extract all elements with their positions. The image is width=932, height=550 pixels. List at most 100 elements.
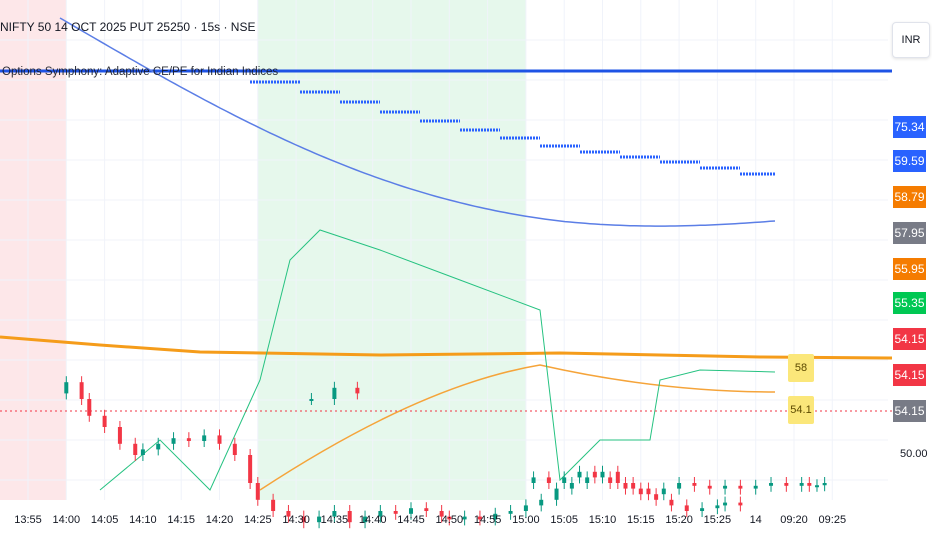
candle-body [799, 483, 804, 486]
candle-body [363, 516, 368, 523]
x-tick-label: 09:25 [818, 514, 847, 526]
candle-body [217, 435, 222, 444]
session-band [257, 0, 526, 500]
x-tick-label: 14:15 [167, 514, 195, 526]
price-tag: 55.95 [893, 258, 926, 280]
candle-body [248, 455, 253, 483]
session-band [0, 0, 67, 500]
x-tick-label: 15:20 [665, 514, 693, 526]
price-tag: 75.34 [893, 116, 926, 138]
highlight-label: 58 [788, 354, 814, 382]
candle-body [646, 488, 651, 495]
candle-body [608, 477, 613, 483]
blue-ma-line [59, 17, 776, 227]
x-tick-label: 15:15 [627, 514, 655, 526]
candle-body [393, 511, 398, 514]
y-tick-label: 50.00 [900, 448, 928, 460]
candle-body [539, 499, 544, 506]
chart-title: NIFTY 50 14 OCT 2025 PUT 25250 · 15s · N… [0, 20, 256, 34]
candle-body [769, 483, 774, 486]
candle-body [523, 505, 528, 511]
candle-body [317, 516, 322, 523]
candle-body [577, 471, 582, 478]
x-tick-label: 15:05 [550, 514, 578, 526]
candle-body [477, 516, 482, 520]
green-line [99, 229, 776, 491]
price-tag: 54.15 [893, 328, 926, 350]
candle-body [508, 511, 513, 514]
candle-body [546, 477, 551, 483]
candle-body [585, 477, 590, 483]
candle-body [631, 483, 636, 489]
x-tick-label: 14:00 [52, 514, 81, 526]
candle-body [738, 502, 743, 506]
indicator-label[interactable]: Options Symphony: Adaptive CE/PE for Ind… [2, 66, 279, 78]
candle-body [271, 499, 276, 511]
candle-body [600, 471, 605, 478]
candle-body [569, 483, 574, 489]
price-tag: 57.95 [893, 222, 926, 244]
candle-body [493, 513, 498, 520]
x-tick-label: 14:20 [205, 514, 234, 526]
candle-body [753, 485, 758, 489]
candle-body [332, 511, 337, 517]
x-tick-label: 14:40 [358, 514, 387, 526]
candle-body [87, 399, 92, 416]
orange-ma-line [259, 364, 776, 491]
candle-body [661, 488, 666, 495]
candle-body [301, 516, 306, 523]
candle-body [738, 485, 743, 489]
x-tick-label: 14:55 [473, 514, 502, 526]
x-tick-label: 14:30 [282, 514, 310, 526]
candle-body [784, 483, 789, 486]
candle-body [102, 415, 107, 427]
candle-body [378, 511, 383, 517]
candle-body [707, 485, 712, 489]
x-tick-label: 15:25 [703, 514, 732, 526]
candle-body [684, 505, 689, 511]
x-tick-label: 14 [749, 514, 762, 526]
candle-body [654, 494, 659, 500]
price-tag: 54.15 [893, 364, 926, 386]
currency-button[interactable]: INR [892, 22, 930, 58]
x-tick-label: 15:00 [512, 514, 540, 526]
candle-body [562, 477, 567, 483]
candle-body [64, 382, 69, 394]
x-tick-label: 14:05 [90, 514, 119, 526]
candle-body [133, 443, 138, 455]
candle-body [347, 511, 352, 523]
candle-body [807, 483, 812, 486]
candle-body [700, 508, 705, 511]
candle-body [309, 399, 314, 401]
candle-body [232, 443, 237, 455]
candle-body [677, 483, 682, 489]
price-tag: 54.15 [893, 400, 926, 422]
candle-body [117, 427, 122, 444]
candle-body [822, 483, 827, 486]
candle-body [615, 471, 620, 483]
candle-body [171, 438, 176, 444]
candle-body [202, 435, 207, 441]
x-tick-label: 14:25 [244, 514, 272, 526]
candle-body [669, 499, 674, 506]
candle-body [186, 438, 191, 441]
candle-body [409, 508, 413, 514]
candle-body [723, 502, 728, 506]
price-tag: 55.35 [893, 292, 926, 314]
candle-body [439, 511, 444, 517]
candle-body [715, 505, 720, 509]
candle-body [424, 508, 429, 511]
x-tick-label: 14:45 [397, 514, 425, 526]
candle-body [156, 443, 161, 450]
price-tag: 59.59 [893, 150, 926, 172]
candle-body [332, 387, 337, 399]
candle-body [79, 382, 84, 399]
x-tick-label: 15:10 [588, 514, 617, 526]
candle-body [638, 488, 643, 495]
candle-body [255, 483, 260, 500]
x-tick-label: 13:55 [14, 514, 42, 526]
candle-body [723, 485, 728, 489]
candle-body [623, 483, 628, 489]
